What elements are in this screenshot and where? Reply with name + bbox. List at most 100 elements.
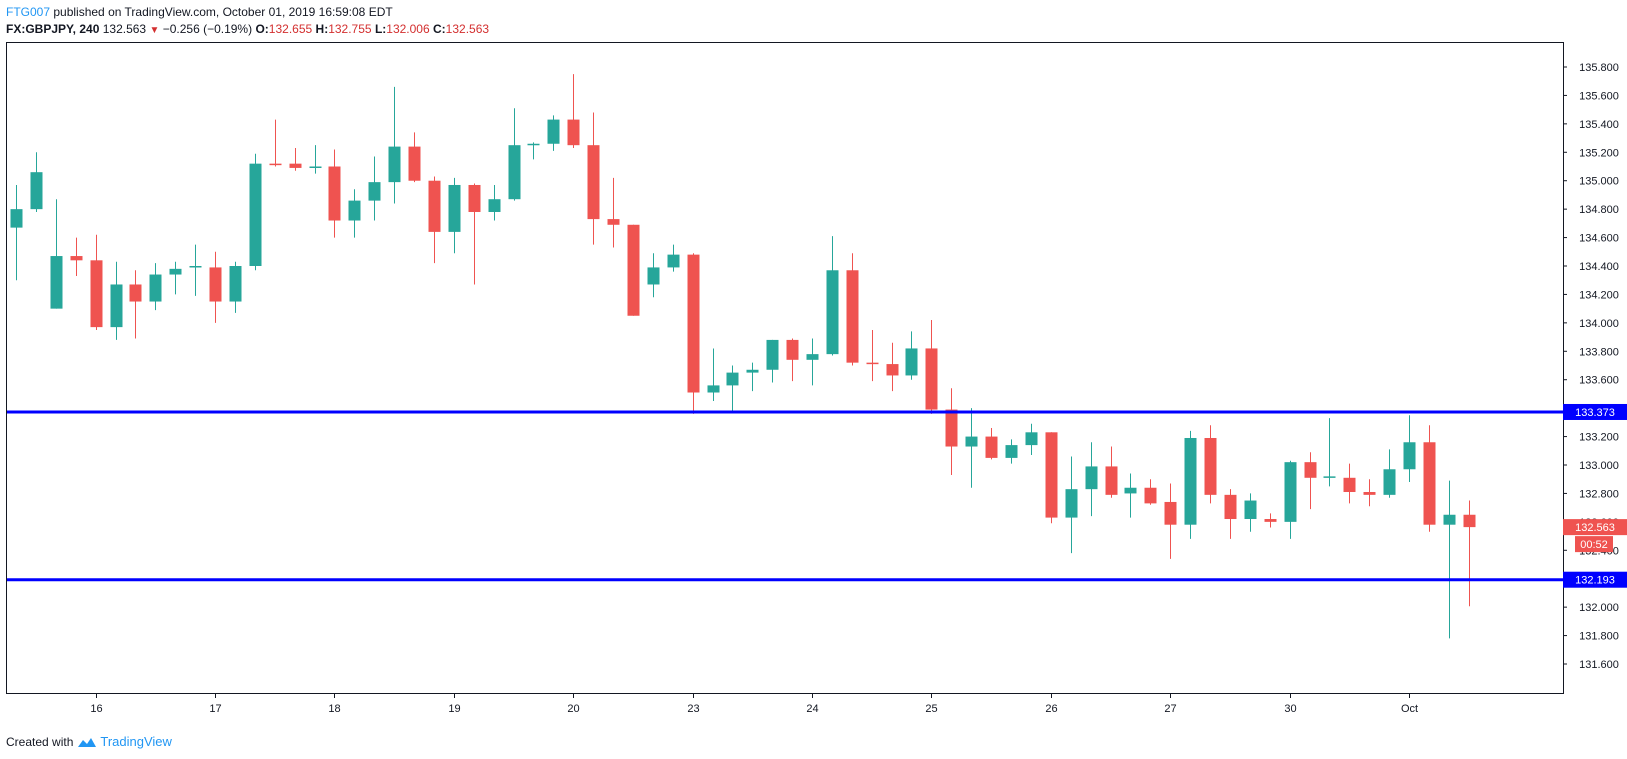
candle-body-up [667, 254, 680, 268]
candle-body-down [587, 145, 600, 220]
countdown-label: 00:52 [1580, 539, 1608, 551]
candle-body-down [846, 270, 859, 363]
publish-info: FTG007 published on TradingView.com, Oct… [6, 5, 393, 19]
candle-body-up [647, 267, 660, 285]
author-name[interactable]: FTG007 [6, 5, 51, 19]
candle-body-up [1284, 462, 1297, 522]
candle-body-up [309, 166, 322, 168]
created-with-text: Created with [6, 735, 74, 749]
last-price-tag [1563, 519, 1627, 536]
time-axis: 16 17 18 19 20 23 24 25 26 27 30 Oct [90, 694, 1418, 715]
candle-body-down [328, 166, 341, 221]
candle-body-up [1443, 514, 1456, 525]
close-label: C: [433, 22, 446, 36]
price-tick-label: 135.200 [1579, 147, 1619, 159]
time-tick-label: 19 [448, 703, 460, 715]
candle-body-down [1204, 437, 1217, 495]
price-tick-label: 134.600 [1579, 233, 1619, 245]
candle-body-down [687, 254, 700, 393]
candle-body-up [348, 200, 361, 221]
candles-group [10, 74, 1476, 639]
price-tick-label: 135.000 [1579, 176, 1619, 188]
horizontal-lines [6, 410, 1563, 582]
candle-body-down [289, 163, 302, 168]
candle-body-up [249, 163, 262, 266]
candle-body-up [1065, 489, 1078, 518]
price-tick-label: 135.400 [1579, 119, 1619, 131]
candle-body-down [567, 119, 580, 146]
footer: Created with TradingView [6, 734, 172, 750]
low-label: L: [374, 22, 387, 36]
tradingview-logo-icon [78, 738, 97, 747]
candle-body-up [488, 199, 501, 212]
candle-body-up [1005, 445, 1018, 458]
candle-body-down [1144, 487, 1157, 504]
candle-body-up [826, 270, 839, 355]
candle-body-down [985, 436, 998, 458]
tradingview-brand-link[interactable]: TradingView [100, 734, 172, 749]
candle-body-up [448, 184, 461, 232]
candle-body-up [189, 266, 202, 268]
publish-text: published on TradingView.com, October 01… [53, 5, 393, 19]
candle-body-up [1323, 476, 1336, 478]
time-tick-label: 23 [687, 703, 699, 715]
last-price: 132.563 [102, 22, 147, 36]
high-label: H: [315, 22, 329, 36]
time-tick-label: 16 [90, 703, 102, 715]
symbol-label: FX:GBPJPY, 240 [6, 22, 100, 36]
time-tick-label: 20 [567, 703, 579, 715]
price-axis: 131.600131.800132.000132.200132.400132.6… [1563, 62, 1619, 671]
candle-body-up [50, 256, 63, 309]
candle-body-up [726, 372, 739, 386]
candle-body-down [428, 180, 441, 232]
candle-body-up [169, 268, 182, 275]
price-tick-label: 131.800 [1579, 631, 1619, 643]
candle-body-down [1363, 492, 1376, 495]
candle-body-up [388, 146, 401, 183]
candle-body-up [368, 182, 381, 201]
price-tick-label: 133.600 [1579, 375, 1619, 387]
time-tick-label: 26 [1045, 703, 1057, 715]
time-tick-label: 24 [806, 703, 818, 715]
last-price-label: 132.563 [1575, 522, 1615, 534]
symbol-info: FX:GBPJPY, 240 132.563 ▼ −0.256 (−0.19%)… [6, 22, 489, 38]
candle-body-down [70, 256, 83, 261]
candle-body-up [1244, 500, 1257, 520]
candle-body-down [866, 362, 879, 365]
candle-body-up [547, 119, 560, 144]
candle-body-up [1403, 442, 1416, 470]
price-tick-label: 134.800 [1579, 204, 1619, 216]
price-tick-label: 134.400 [1579, 261, 1619, 273]
candle-body-down [786, 339, 799, 360]
candle-body-up [766, 339, 779, 370]
candle-body-up [229, 266, 242, 302]
price-tick-label: 132.800 [1579, 488, 1619, 500]
down-arrow-icon: ▼ [149, 25, 160, 36]
low-value: 132.006 [386, 22, 430, 36]
candle-body-up [1184, 437, 1197, 525]
open-value: 132.655 [268, 22, 313, 36]
price-tick-label: 132.000 [1579, 602, 1619, 614]
candle-body-down [1343, 477, 1356, 493]
level-price-tag [1563, 403, 1627, 420]
candle-body-down [408, 146, 421, 181]
price-tick-label: 133.200 [1579, 432, 1619, 444]
time-tick-label: 17 [209, 703, 221, 715]
candle-body-up [1085, 466, 1098, 490]
candle-body-down [627, 224, 640, 316]
candle-body-down [468, 184, 481, 212]
candle-body-down [269, 163, 282, 166]
candle-body-down [945, 409, 958, 447]
candle-body-down [1224, 494, 1237, 520]
candle-body-up [1124, 487, 1137, 494]
candle-body-up [905, 348, 918, 376]
price-tick-label: 133.000 [1579, 460, 1619, 472]
level-price-tag [1563, 571, 1627, 588]
time-tick-label: 27 [1164, 703, 1176, 715]
candle-body-up [110, 284, 123, 328]
price-tags: 133.373 132.193 132.563 00:52 [1563, 403, 1627, 588]
candle-body-up [149, 274, 162, 302]
candle-body-down [1304, 462, 1317, 478]
candle-body-up [30, 172, 43, 210]
